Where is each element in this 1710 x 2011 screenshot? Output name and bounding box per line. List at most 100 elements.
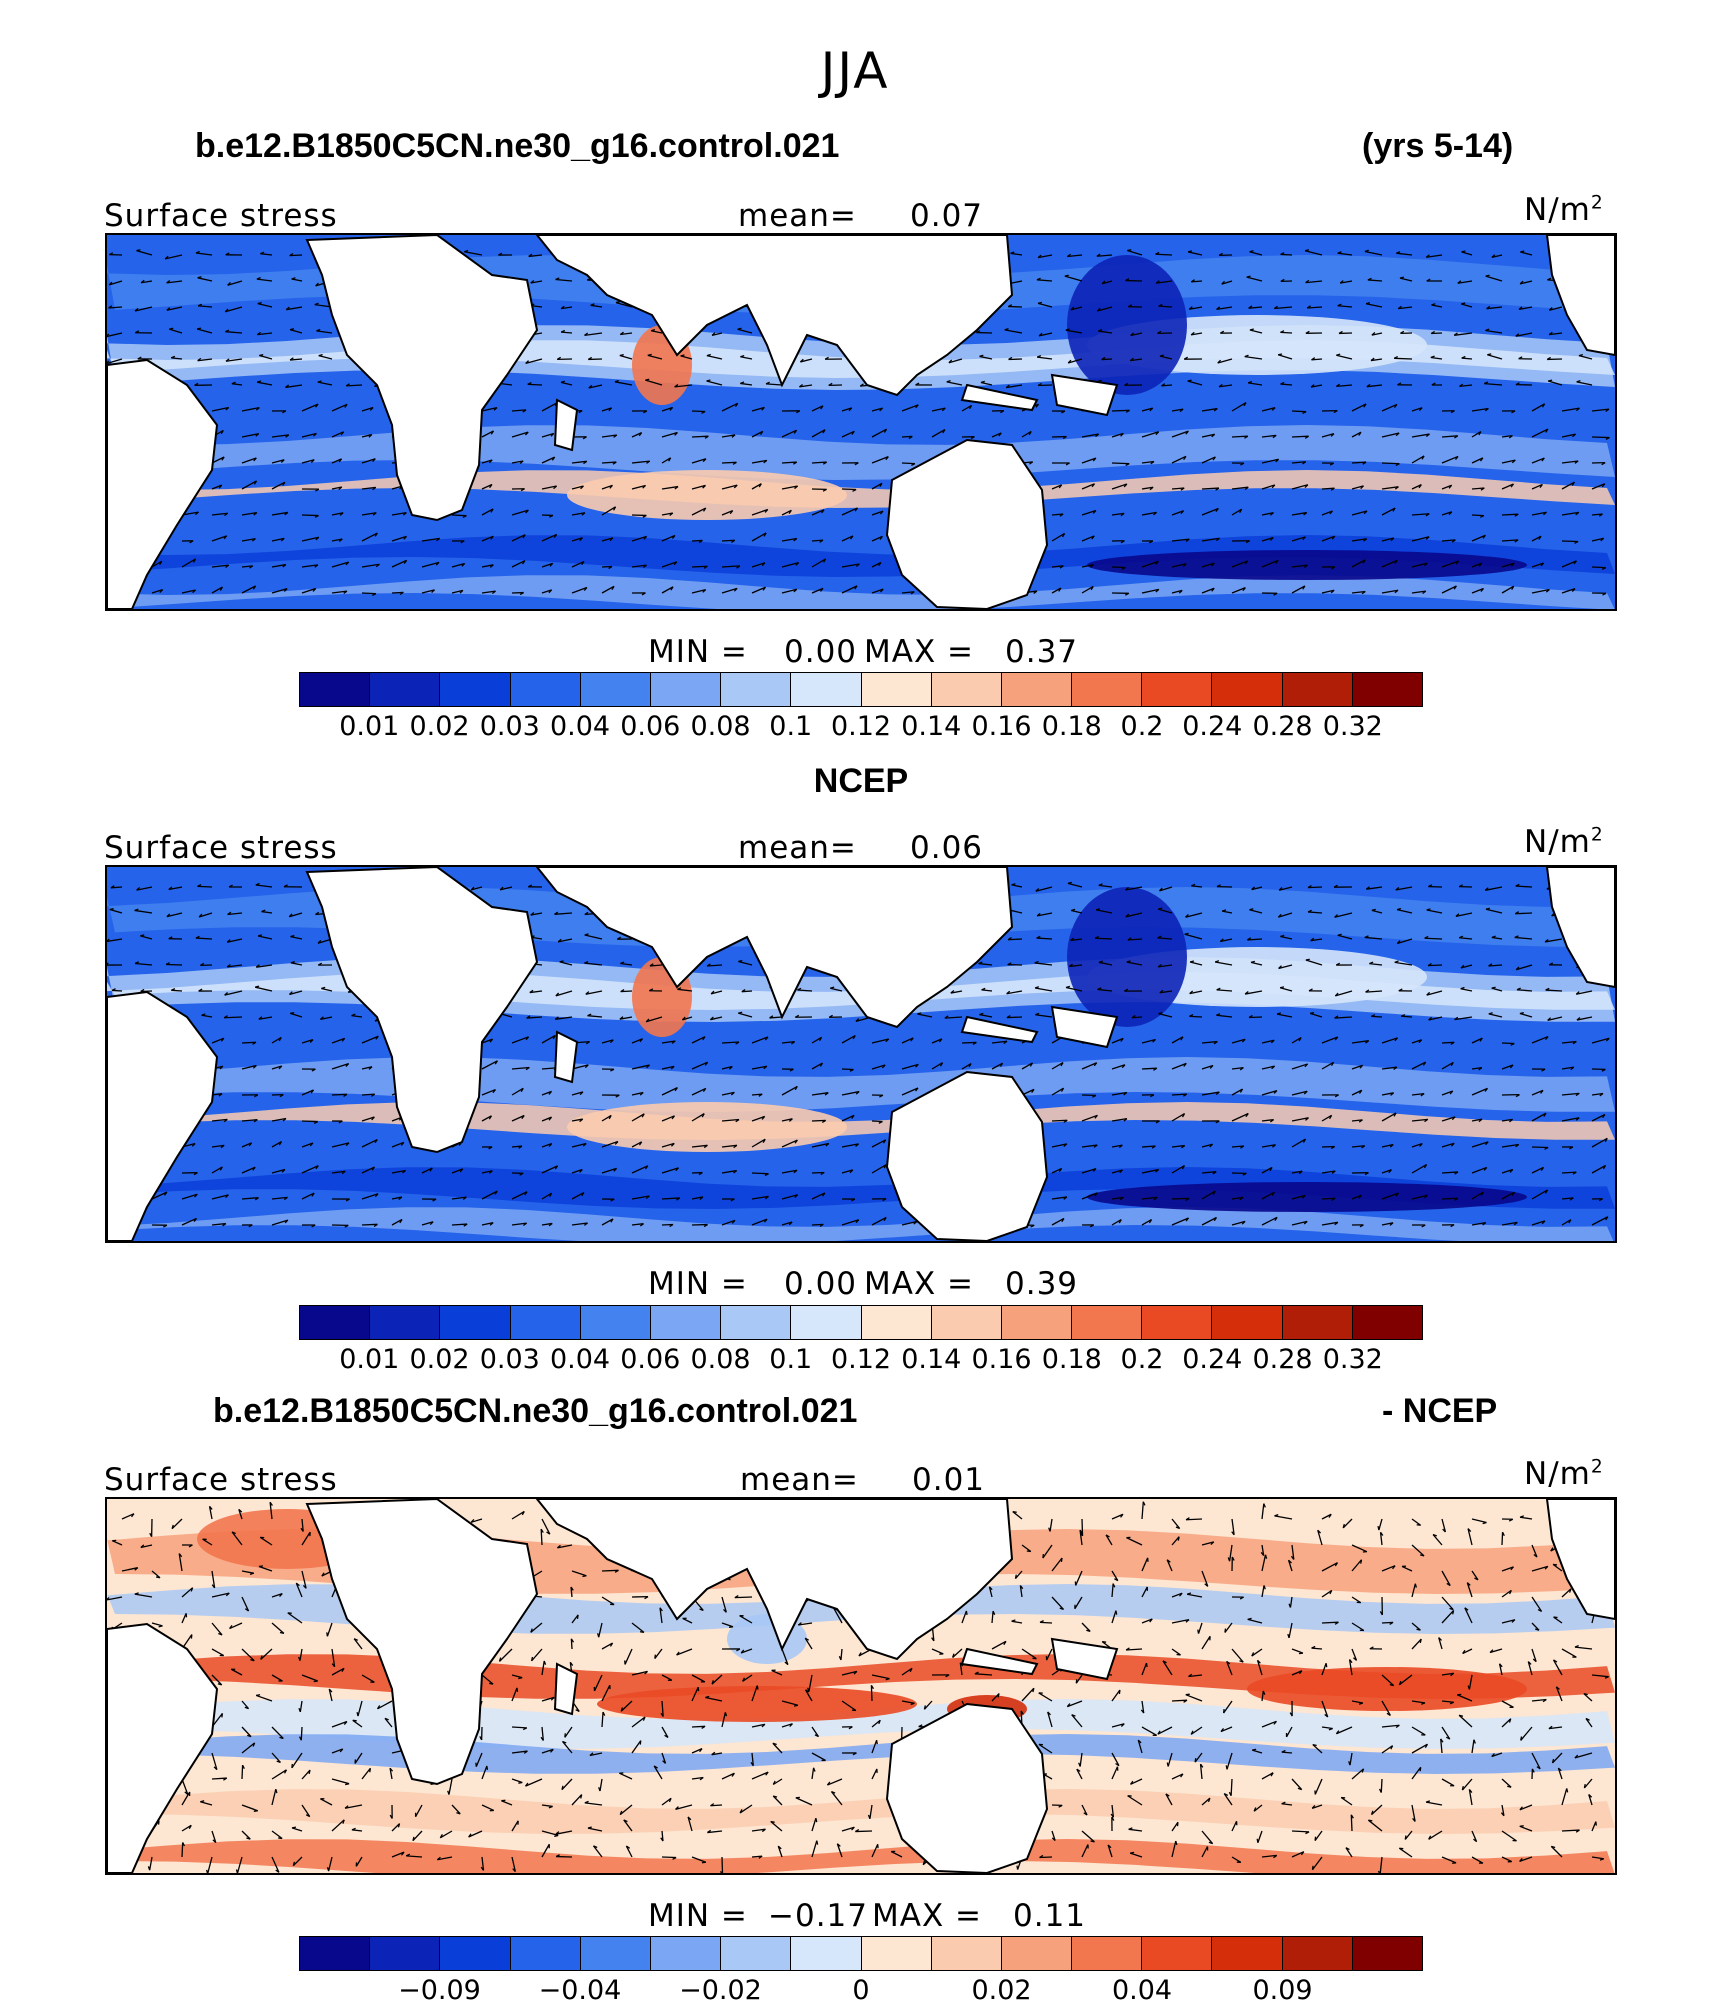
stress-vector-arrow	[1171, 1144, 1185, 1148]
stress-vector-arrow	[1037, 254, 1053, 259]
stress-vector-arrowhead	[1599, 1858, 1605, 1861]
colorbar-swatch	[370, 1937, 441, 1970]
stress-vector-arrow	[631, 1038, 643, 1044]
stress-vector-arrowhead	[1182, 563, 1187, 567]
stress-vector-arrow	[1081, 509, 1097, 516]
stress-vector-arrow	[631, 535, 647, 542]
stress-vector-arrow	[1261, 1166, 1273, 1174]
stress-vector-arrowhead	[642, 564, 647, 569]
stress-vector-arrowhead	[1036, 355, 1042, 358]
colorbar-swatch	[440, 1937, 511, 1970]
stress-vector-arrowhead	[1305, 958, 1310, 961]
stress-vector-arrow	[271, 563, 286, 568]
stress-vector-arrowhead	[1221, 909, 1227, 912]
stress-vector-arrowhead	[1239, 1088, 1244, 1093]
stress-vector-arrow	[811, 1192, 826, 1200]
stress-vector-arrowhead	[923, 1705, 927, 1710]
stress-vector-arrowhead	[999, 1062, 1004, 1067]
stress-vector-arrow	[593, 1674, 603, 1692]
stress-vector-arrow	[631, 1716, 646, 1728]
stress-vector-arrow	[1021, 1544, 1032, 1553]
stress-vector-arrow	[1441, 1142, 1455, 1148]
stress-vector-arrow	[1381, 537, 1394, 542]
stress-vector-arrowhead	[1515, 382, 1520, 386]
stress-vector-arrow	[1314, 1778, 1323, 1795]
stress-vector-arrow	[1371, 332, 1383, 336]
stress-vector-arrow	[1441, 1596, 1454, 1611]
stress-vector-arrowhead	[311, 1068, 316, 1072]
colorbar-swatch	[791, 1937, 862, 1970]
stress-vector-arrow	[811, 1036, 822, 1044]
stress-vector-arrowhead	[1334, 914, 1339, 918]
stress-vector-arrowhead	[1368, 1819, 1373, 1822]
stress-vector-arrowhead	[1550, 1547, 1554, 1552]
stress-vector-arrow	[1321, 433, 1335, 438]
stress-vector-arrow	[1021, 430, 1032, 438]
stress-vector-arrowhead	[219, 586, 224, 591]
stress-vector-arrow	[346, 384, 363, 387]
stress-vector-arrowhead	[1331, 566, 1336, 570]
panel3-units: N/m2	[1524, 1456, 1604, 1492]
stress-vector-arrow	[1501, 585, 1515, 594]
colorbar-tick-label: 0	[852, 1975, 870, 2006]
stress-vector-arrow	[1548, 1726, 1563, 1730]
stress-vector-arrow	[1081, 1804, 1088, 1816]
stress-vector-arrow	[1171, 1518, 1181, 1529]
stress-vector-arrow	[901, 1667, 913, 1676]
stress-vector-arrowhead	[1369, 961, 1374, 965]
stress-vector-arrowhead	[193, 1172, 198, 1176]
stress-vector-arrow	[841, 1090, 860, 1096]
stress-vector-arrowhead	[1533, 1554, 1538, 1558]
stress-vector-arrow	[202, 1538, 213, 1546]
stress-vector-arrowhead	[1555, 1686, 1560, 1690]
stress-vector-arrowhead	[1310, 937, 1315, 942]
stress-vector-arrow	[140, 1544, 153, 1549]
stress-vector-arrow	[1440, 1738, 1443, 1754]
stress-vector-arrow	[1190, 1726, 1203, 1735]
stress-vector-arrow	[1171, 455, 1187, 464]
stress-vector-arrow	[661, 1700, 664, 1717]
stress-vector-arrowhead	[1095, 433, 1100, 438]
stress-vector-arrowhead	[1575, 1092, 1580, 1097]
land-mass	[553, 398, 579, 452]
stress-vector-arrowhead	[1430, 330, 1435, 335]
stress-vector-arrowhead	[1269, 537, 1274, 541]
stress-vector-arrowhead	[405, 1853, 411, 1857]
stress-vector-arrowhead	[1394, 559, 1398, 564]
stress-vector-arrow	[361, 486, 376, 490]
stress-vector-arrowhead	[1065, 328, 1070, 331]
stress-vector-arrowhead	[345, 383, 350, 387]
stress-vector-arrow	[661, 1223, 674, 1226]
stress-vector-arrow	[721, 434, 736, 438]
stress-vector-arrow	[1051, 1557, 1063, 1572]
stress-vector-arrowhead	[1514, 539, 1519, 543]
stress-vector-arrowhead	[1209, 1143, 1214, 1148]
colorbar-swatch	[1142, 1306, 1213, 1339]
stress-vector-arrowhead	[149, 1532, 153, 1537]
stress-vector-arrowhead	[1324, 1713, 1329, 1718]
colorbar-swatch	[721, 1306, 792, 1339]
stress-vector-arrowhead	[1451, 539, 1456, 543]
stress-vector-arrowhead	[710, 990, 715, 995]
stress-vector-arrowhead	[851, 1114, 855, 1119]
stress-vector-arrow	[291, 278, 303, 282]
stress-vector-arrow	[421, 537, 440, 542]
stress-vector-arrow	[871, 1216, 887, 1226]
stress-vector-arrow	[1351, 1089, 1363, 1096]
stress-vector-arrow	[241, 1142, 252, 1148]
stress-vector-arrow	[1287, 1560, 1293, 1572]
stress-vector-arrow	[770, 1821, 783, 1832]
stress-vector-arrow	[804, 1689, 813, 1702]
stress-vector-arrowhead	[1394, 1037, 1399, 1042]
stress-vector-arrowhead	[1012, 1510, 1017, 1513]
stress-vector-arrowhead	[1280, 381, 1285, 385]
stress-vector-arrow	[1381, 1143, 1394, 1148]
stress-vector-arrow	[1248, 306, 1263, 309]
stress-vector-arrowhead	[1273, 1854, 1278, 1859]
stress-vector-arrowhead	[1307, 909, 1312, 913]
stress-vector-arrowhead	[256, 380, 262, 383]
stress-vector-arrowhead	[1092, 457, 1097, 462]
stress-vector-arrow	[691, 484, 706, 490]
stress-vector-arrow	[1231, 1088, 1243, 1096]
stress-vector-arrowhead	[315, 536, 320, 541]
